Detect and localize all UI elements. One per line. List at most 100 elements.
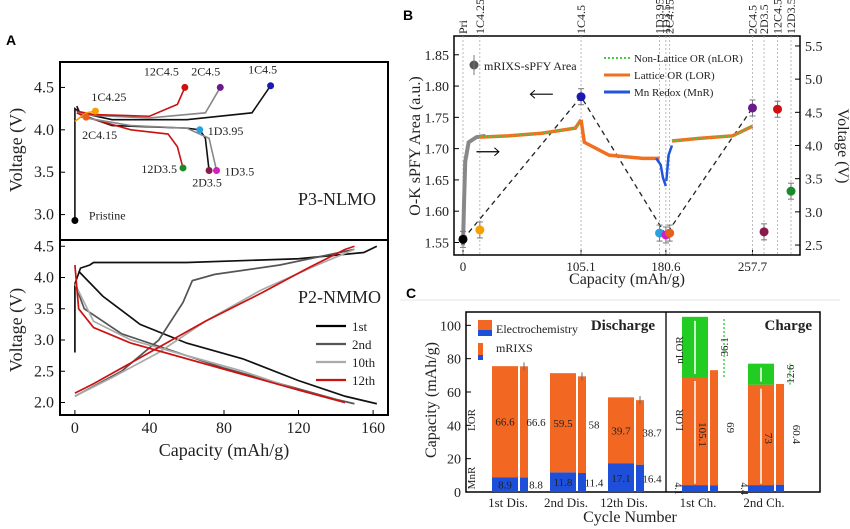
b-top-label: 12D3.5 xyxy=(784,0,798,34)
c-bar-rixs-lor-value: 66.6 xyxy=(526,417,546,429)
c-bar-rixs-mnr xyxy=(710,485,718,492)
a-bottom-ytick-label: 3.5 xyxy=(34,301,54,318)
b-ytick-right-label: 3.0 xyxy=(805,206,823,221)
b-marker xyxy=(759,227,769,237)
a-legend-label: 10th xyxy=(352,355,376,370)
b-ytick-right-label: 2.5 xyxy=(805,239,823,254)
b-top-label: 12C4.5 xyxy=(771,0,785,34)
a-bottom-charge-curve xyxy=(74,248,355,398)
c-ylabel: Capacity (mAh/g) xyxy=(423,342,440,458)
c-bar-rixs-lor xyxy=(520,366,528,478)
c-legend-rixs-swatch-mnr xyxy=(478,355,483,360)
a-top-marker xyxy=(181,83,189,91)
panel-c-label: C xyxy=(406,285,416,301)
b-mnr-discharge xyxy=(655,157,668,187)
b-nlor-charge-2 xyxy=(671,125,753,142)
c-ytick-label: 60 xyxy=(447,386,461,401)
b-arrow-right-head xyxy=(494,147,500,157)
a-top-point-label: 2C4.5 xyxy=(191,64,220,78)
c-bar-rixs-mnr xyxy=(578,473,586,492)
c-bar-rixs-mnr xyxy=(636,464,644,492)
b-ytick-label: 1.80 xyxy=(425,80,450,95)
c-bar-rixs-lor-value: 58 xyxy=(589,420,601,432)
a-top-curve xyxy=(80,116,218,171)
b-top-label: Pri xyxy=(456,19,470,34)
b-ytick-label: 1.75 xyxy=(425,111,450,126)
a-bottom-discharge-curve xyxy=(74,264,346,404)
a-xlabel: Capacity (mAh/g) xyxy=(159,440,289,461)
c-bar-rixs-mnr-value: 4.4 xyxy=(738,482,749,495)
c-category-label: 1st Dis. xyxy=(488,495,528,510)
c-side-label-nlor: nLOR xyxy=(674,336,686,364)
c-legend-echem-swatch-lor xyxy=(478,320,492,330)
b-legend-label: mRIXS-sPFY Area xyxy=(484,59,577,73)
a-bottom-charge-curve xyxy=(74,248,355,397)
b-mnr-charge xyxy=(665,145,674,182)
c-bar-rixs-mnr-value: 8.8 xyxy=(529,480,543,492)
a-bottom-ytick-label: 2.0 xyxy=(34,395,54,412)
b-marker xyxy=(665,228,675,238)
c-bar-echem-lor xyxy=(492,366,518,478)
b-top-label: 2C4.15 xyxy=(663,0,677,34)
panel-a-bottom-frame xyxy=(59,239,389,416)
a-top-marker xyxy=(82,113,90,121)
c-category-label: 1st Ch. xyxy=(680,495,717,510)
b-ytick-label: 1.85 xyxy=(425,49,450,64)
b-legend-label: Mn Redox (MnR) xyxy=(634,87,714,99)
a-bottom-ytick-label: 4.0 xyxy=(34,270,54,287)
c-legend-rixs-swatch-lor xyxy=(478,343,483,355)
b-dashed-connector xyxy=(462,95,754,240)
c-side-label-lor-charge: LOR xyxy=(674,408,686,431)
c-bar-echem-mnr xyxy=(748,485,774,492)
c-bar-rixs-mnr xyxy=(776,484,784,492)
c-bar-rixs-lor xyxy=(578,376,586,473)
b-marker xyxy=(747,103,757,113)
c-category-label: 12th Dis. xyxy=(600,495,648,510)
c-bar-echem-lor-value: 59.5 xyxy=(553,418,573,430)
b-top-label: 2D3.5 xyxy=(757,4,771,34)
c-bar-echem-nlor-value: 12.6 xyxy=(785,364,797,384)
c-bar-rixs-lor-value: 38.7 xyxy=(642,427,662,439)
a-bottom-series-label: P2-NMMO xyxy=(298,287,381,307)
c-side-label-lor: LOR xyxy=(466,408,478,431)
a-xtick-label: 80 xyxy=(216,420,232,437)
c-bar-rixs-lor xyxy=(636,400,644,465)
a-top-point-label: 1D3.95 xyxy=(208,124,244,138)
a-top-marker xyxy=(91,107,99,115)
b-xtick-label: 180.6 xyxy=(651,259,681,274)
b-top-label: 1D3.95 xyxy=(653,0,667,34)
a-top-marker xyxy=(71,217,79,225)
b-top-label: 1C4.5 xyxy=(574,5,588,34)
a-top-point-label: 12C4.5 xyxy=(144,64,179,78)
a-xtick-label: 120 xyxy=(287,420,311,437)
c-bar-echem-mnr xyxy=(492,477,518,492)
c-bar-rixs-lor-value: 69 xyxy=(724,422,736,434)
a-top-point-label: 1D3.5 xyxy=(225,164,255,178)
a-top-marker xyxy=(213,166,221,174)
b-lor-charge-2 xyxy=(671,124,754,143)
b-lor-charge-1 xyxy=(479,118,583,139)
c-category-label: 2nd Dis. xyxy=(544,495,588,510)
c-category-label: 2nd Ch. xyxy=(743,495,784,510)
c-section-label-charge: Charge xyxy=(765,318,813,334)
a-legend-label: 1st xyxy=(352,319,368,334)
b-ytick-right-label: 5.5 xyxy=(805,40,823,55)
a-top-ytick-label: 3.5 xyxy=(34,164,54,181)
c-xlabel: Cycle Number xyxy=(583,509,677,526)
b-ytick-label: 1.60 xyxy=(425,205,450,220)
b-xlabel: Capacity (mAh/g) xyxy=(569,271,685,288)
c-ytick-label: 0 xyxy=(454,486,461,501)
a-top-marker xyxy=(205,166,213,174)
b-legend-label: Lattice OR (LOR) xyxy=(634,70,715,82)
c-bar-rixs-lor xyxy=(776,384,784,485)
c-bar-rixs-mnr xyxy=(520,477,528,492)
a-top-point-label: 1C4.25 xyxy=(91,90,126,104)
a-top-point-label: 2D3.5 xyxy=(192,175,222,189)
a-bottom-ytick-label: 4.5 xyxy=(34,238,54,255)
panel-a-label: A xyxy=(6,32,16,48)
c-legend-label: Electrochemistry xyxy=(496,322,578,336)
a-top-point-label: Pristine xyxy=(89,209,126,223)
c-bar-rixs-mnr-value: 16.4 xyxy=(642,473,662,485)
c-section-label-discharge: Discharge xyxy=(591,318,655,334)
